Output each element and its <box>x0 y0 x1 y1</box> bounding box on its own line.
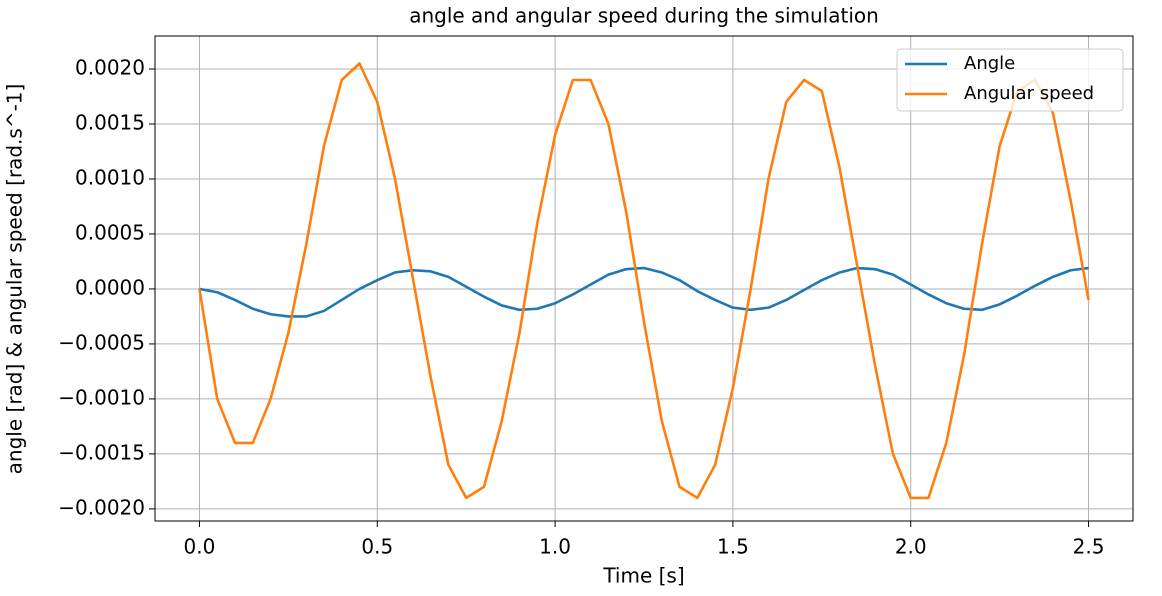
x-tick-label: 0.0 <box>184 535 216 559</box>
legend-box <box>896 48 1124 112</box>
y-tick-label: −0.0015 <box>58 440 145 464</box>
y-tick-label: 0.0020 <box>75 55 145 79</box>
legend-label: Angular speed <box>964 83 1094 104</box>
y-tick-label: 0.0005 <box>75 220 145 244</box>
x-tick-label: 2.5 <box>1073 535 1105 559</box>
x-tick-label: 1.0 <box>539 535 571 559</box>
x-axis-label: Time [s] <box>602 564 684 588</box>
x-tick-label: 2.0 <box>895 535 927 559</box>
y-tick-label: −0.0010 <box>58 385 145 409</box>
series-line <box>199 266 1089 318</box>
x-tick-label: 1.5 <box>717 535 749 559</box>
plot-frame <box>154 35 1134 522</box>
y-tick-label: 0.0010 <box>75 165 145 189</box>
y-tick-label: −0.0020 <box>58 495 145 519</box>
y-axis-label: angle [rad] & angular speed [rad.s^-1] <box>3 84 27 475</box>
legend-label: Angle <box>964 53 1015 74</box>
chart-title: angle and angular speed during the simul… <box>409 4 879 28</box>
series-line <box>198 62 1090 500</box>
y-tick-label: 0.0000 <box>75 275 145 299</box>
x-tick-label: 0.5 <box>361 535 393 559</box>
y-tick-label: 0.0015 <box>75 110 145 134</box>
y-tick-label: −0.0005 <box>58 330 145 354</box>
